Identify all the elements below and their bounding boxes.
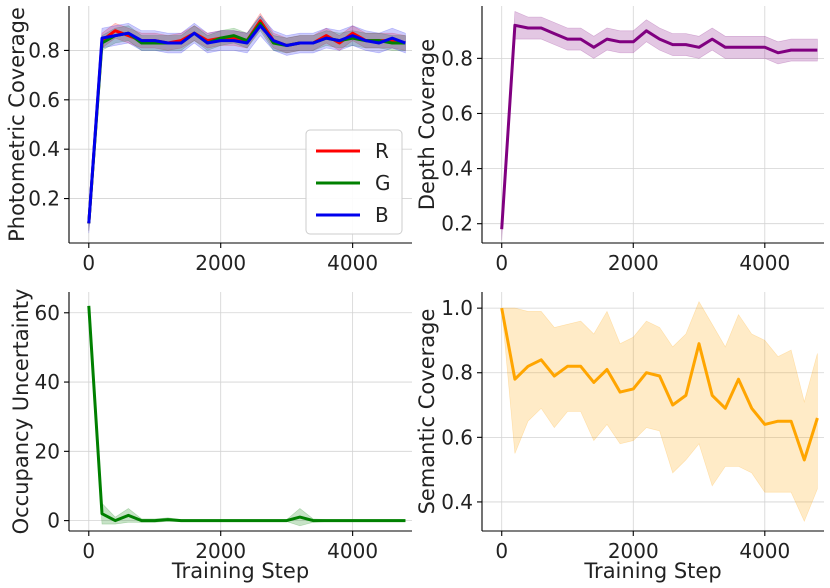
y-axis-label: Occupancy Uncertainty — [9, 289, 33, 535]
series-line-semantic — [500, 307, 819, 462]
y-tick-label: 0.4 — [441, 490, 473, 514]
y-tick-label: 0.4 — [441, 157, 473, 181]
y-tick-label: 0.8 — [28, 38, 60, 62]
series-line-depth — [500, 23, 818, 230]
y-axis-label: Photometric Coverage — [5, 7, 29, 242]
y-axis-label: Semantic Coverage — [415, 309, 439, 515]
legend-label-b: B — [375, 203, 389, 227]
y-tick-label: 0.6 — [441, 425, 473, 449]
x-axis-label: Training Step — [583, 559, 721, 583]
confidence-band-depth — [501, 11, 818, 241]
y-tick-label: 0.8 — [441, 46, 473, 70]
x-tick-label: 0 — [495, 251, 508, 275]
legend-label-g: G — [375, 171, 391, 195]
y-tick-label: 0 — [47, 509, 60, 533]
x-tick-label: 2000 — [195, 539, 246, 563]
x-tick-label: 2000 — [608, 251, 659, 275]
y-tick-label: 40 — [35, 370, 60, 394]
confidence-band-g — [88, 15, 406, 231]
y-axis-label: Depth Coverage — [415, 39, 439, 210]
y-tick-label: 0.6 — [28, 88, 60, 112]
x-tick-label: 4000 — [739, 251, 790, 275]
x-tick-label: 2000 — [608, 539, 659, 563]
y-tick-label: 20 — [35, 439, 60, 463]
x-tick-label: 0 — [495, 539, 508, 563]
confidence-band-occupancy — [88, 305, 406, 527]
x-tick-label: 4000 — [327, 539, 378, 563]
confidence-band-b — [88, 15, 406, 234]
legend: RGB — [305, 129, 403, 235]
x-tick-label: 4000 — [327, 251, 378, 275]
confidence-band-semantic — [501, 301, 818, 523]
y-tick-label: 1.0 — [441, 296, 473, 320]
series-line-occupancy — [87, 305, 406, 523]
x-tick-label: 0 — [82, 251, 95, 275]
x-tick-label: 4000 — [739, 539, 790, 563]
y-tick-label: 60 — [35, 301, 60, 325]
series-line-b — [87, 24, 406, 224]
legend-label-r: R — [375, 139, 389, 163]
y-tick-label: 0.4 — [28, 137, 60, 161]
y-tick-label: 0.2 — [28, 187, 60, 211]
x-axis-label: Training Step — [171, 559, 309, 583]
y-tick-label: 0.2 — [441, 212, 473, 236]
y-tick-label: 0.6 — [441, 101, 473, 125]
x-tick-label: 2000 — [195, 251, 246, 275]
x-tick-label: 0 — [82, 539, 95, 563]
y-tick-label: 0.8 — [441, 361, 473, 385]
